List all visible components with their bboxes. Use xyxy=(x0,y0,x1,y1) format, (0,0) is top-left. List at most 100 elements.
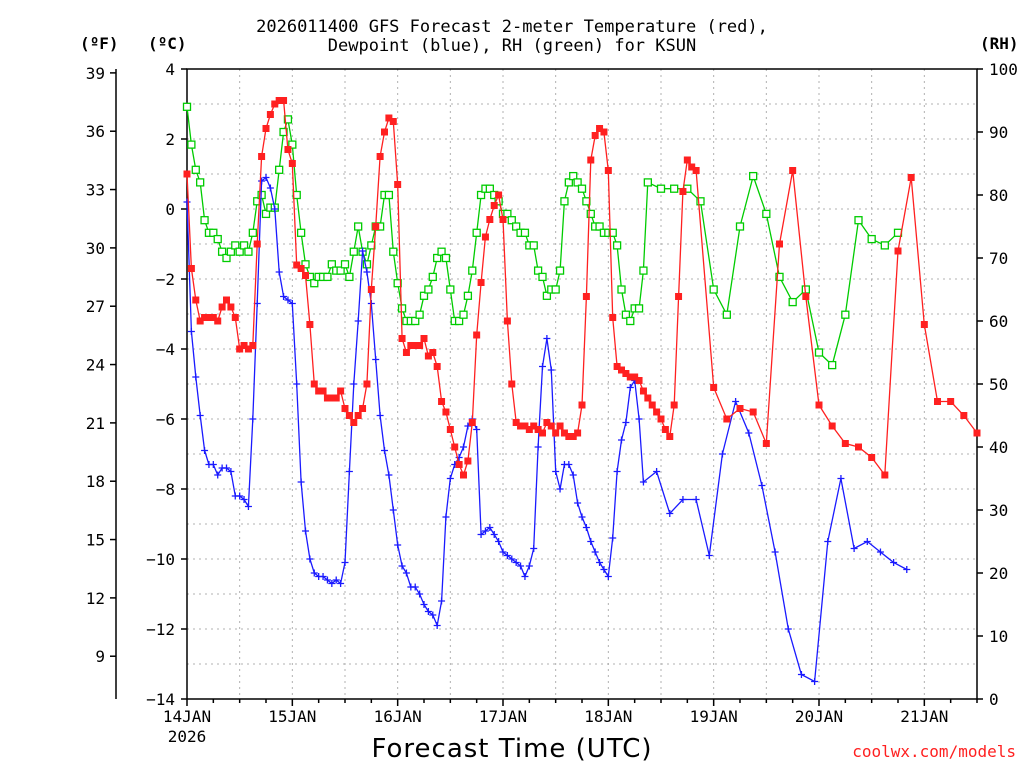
temperature-series-point xyxy=(218,303,226,311)
dewpoint-series-point xyxy=(639,478,647,486)
temperature-series-point xyxy=(328,394,336,402)
rh-series-point xyxy=(762,209,771,219)
celsius-unit-label: (ºC) xyxy=(148,34,187,53)
temperature-series-point xyxy=(618,366,625,374)
dewpoint-series-point xyxy=(552,468,560,475)
rh-series-point xyxy=(709,285,718,294)
temperature-series-point xyxy=(762,440,770,447)
dewpoint-series-point xyxy=(863,538,871,545)
dewpoint-series-point xyxy=(653,468,661,475)
fahrenheit-tick-label: 18 xyxy=(86,472,105,491)
rh-series-point xyxy=(880,241,889,250)
rh-series-point xyxy=(340,260,350,269)
fahrenheit-tick-label: 39 xyxy=(86,64,105,83)
x-tick-label: 14JAN xyxy=(163,707,211,726)
temperature-series-point xyxy=(613,363,621,370)
temperature-series-point xyxy=(310,380,318,388)
rh-series-point xyxy=(577,184,587,193)
temperature-series-point xyxy=(736,405,744,412)
dewpoint-series-point xyxy=(587,538,595,545)
x-tick-label: 16JAN xyxy=(374,707,422,726)
rh-series-point xyxy=(182,102,192,111)
fahrenheit-tick-label: 21 xyxy=(86,414,105,433)
temperature-series-point xyxy=(587,156,595,164)
dewpoint-series-point xyxy=(319,573,327,580)
rh-series-point xyxy=(569,171,578,181)
rh-series-point xyxy=(397,304,407,313)
dewpoint-series-point xyxy=(635,415,643,423)
rh-series-point xyxy=(454,316,464,326)
dewpoint-series-point xyxy=(556,485,564,493)
dewpoint-series-point xyxy=(666,510,674,517)
rh-series-point xyxy=(617,285,626,294)
rh-series-point xyxy=(735,222,745,231)
dewpoint-series-point xyxy=(227,468,235,475)
rh-tick-label: 20 xyxy=(989,564,1008,583)
rh-series-point xyxy=(749,171,758,181)
temperature-series-point xyxy=(446,426,454,433)
dewpoint-series-point xyxy=(718,450,726,458)
temperature-series-point xyxy=(201,314,209,321)
temperature-series-point xyxy=(187,265,195,272)
dewpoint-series-point xyxy=(359,247,367,255)
dewpoint-series-point xyxy=(490,531,498,538)
temperature-series-point xyxy=(253,240,261,248)
dewpoint-series-point xyxy=(262,174,270,181)
dewpoint-series-point xyxy=(280,293,288,300)
rh-series-point xyxy=(621,310,631,319)
temperature-series-point xyxy=(960,412,968,419)
rh-series-point xyxy=(239,241,249,250)
dewpoint-series-point xyxy=(187,328,195,335)
temperature-series-point xyxy=(644,394,652,402)
dewpoint-series-point xyxy=(486,524,494,531)
dewpoint-series-point xyxy=(618,436,625,444)
dewpoint-series-point xyxy=(328,580,336,587)
dewpoint-series-point xyxy=(429,611,437,619)
temperature-series-point xyxy=(534,426,542,433)
dewpoint-series-point xyxy=(201,447,209,454)
dewpoint-series-point xyxy=(495,538,503,545)
dewpoint-series-point xyxy=(442,513,450,521)
dewpoint-series-point xyxy=(732,398,740,405)
fahrenheit-tick-label: 33 xyxy=(86,181,105,200)
chart-title-line-1: 2026011400 GFS Forecast 2-meter Temperat… xyxy=(256,17,768,37)
temperature-series-point xyxy=(543,419,551,426)
temperature-series-point xyxy=(688,163,696,171)
rh-series-point xyxy=(612,241,622,250)
temperature-series-point xyxy=(666,433,674,440)
temperature-series-point xyxy=(236,345,244,353)
dewpoint-series-point xyxy=(416,590,424,598)
rh-series-point xyxy=(384,190,394,200)
temperature-series-point xyxy=(284,146,292,153)
dewpoint-series-point xyxy=(402,569,410,577)
rh-series-point xyxy=(828,360,837,370)
rh-series-point xyxy=(323,272,332,282)
dewpoint-series-point xyxy=(446,475,454,482)
temperature-series-point xyxy=(372,223,380,230)
dewpoint-series-point xyxy=(363,268,371,276)
temperature-series-point xyxy=(530,422,538,430)
temperature-series-point xyxy=(495,191,503,199)
temperature-series-point xyxy=(306,321,314,328)
rh-series-point xyxy=(213,234,222,244)
dewpoint-series-point xyxy=(890,559,898,566)
x-tick-label: 21JAN xyxy=(900,707,948,726)
temperature-series-point xyxy=(407,342,415,349)
rh-series-point xyxy=(459,310,468,319)
rh-series-point xyxy=(288,140,297,149)
temperature-series-point xyxy=(631,373,639,381)
dewpoint-series-point xyxy=(525,562,533,570)
celsius-tick-label: 2 xyxy=(165,130,175,149)
temperature-series-point xyxy=(868,454,876,461)
dewpoint-series-point xyxy=(512,559,520,566)
temperature-series-point xyxy=(723,415,731,423)
temperature-series-point xyxy=(920,321,928,328)
celsius-tick-label: −10 xyxy=(146,550,175,569)
dewpoint-series-line xyxy=(186,176,908,683)
temperature-series-point xyxy=(894,247,902,255)
rh-series-point xyxy=(411,316,420,326)
temperature-series-point xyxy=(244,345,252,353)
rh-series-point xyxy=(722,310,731,319)
rh-series-point xyxy=(261,209,271,219)
rh-series-point xyxy=(226,247,236,256)
